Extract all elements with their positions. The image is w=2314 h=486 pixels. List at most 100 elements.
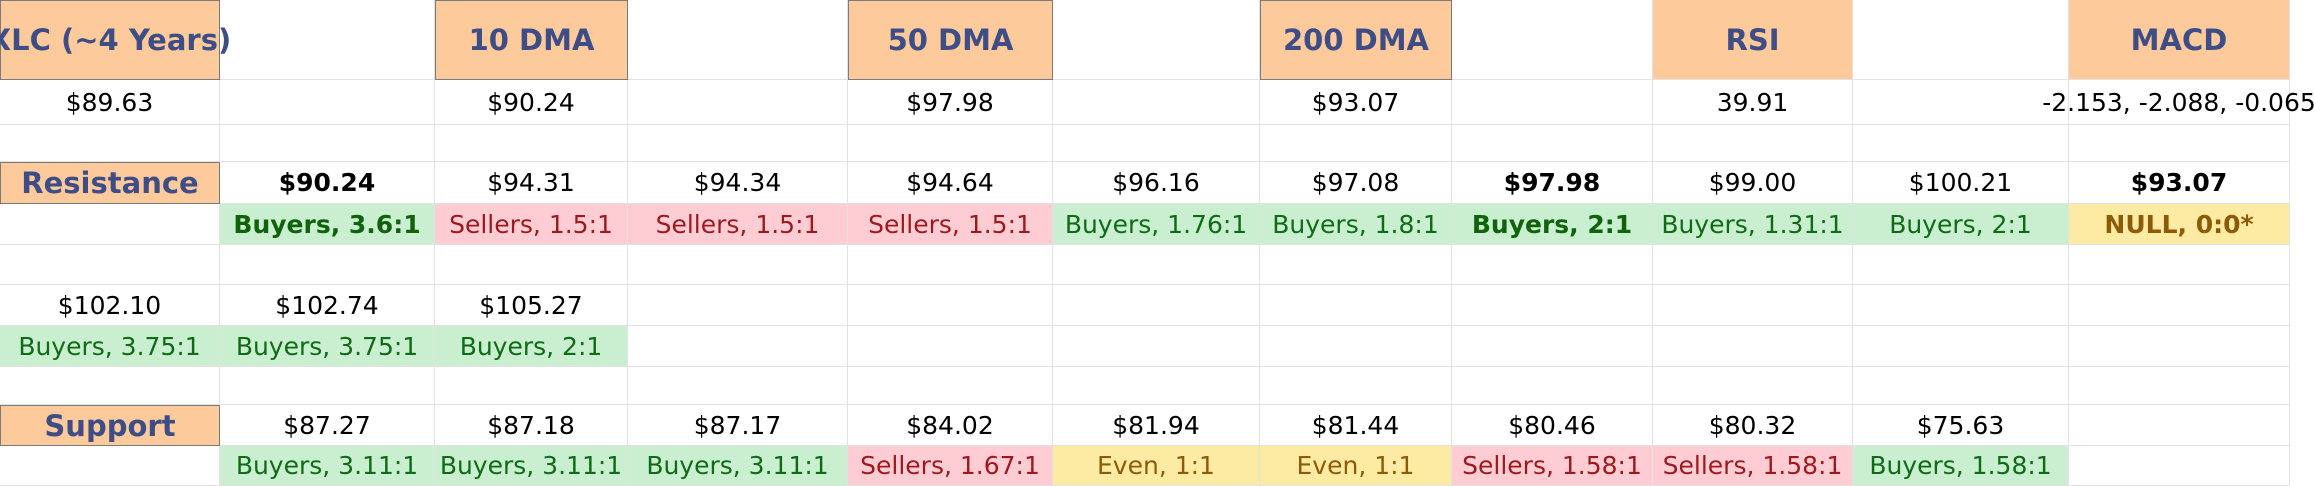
resistance-level[interactable]: $96.16 bbox=[1053, 162, 1260, 204]
empty-cell[interactable] bbox=[1653, 245, 1853, 285]
header-50-dma[interactable]: 50 DMA bbox=[848, 0, 1053, 80]
empty-cell[interactable] bbox=[220, 80, 435, 125]
header-200-dma[interactable]: 200 DMA bbox=[1260, 0, 1452, 80]
empty-cell[interactable] bbox=[1053, 326, 1260, 367]
resistance-ratio[interactable]: Sellers, 1.5:1 bbox=[848, 204, 1053, 245]
resistance-level[interactable]: $94.64 bbox=[848, 162, 1053, 204]
resistance-ratio[interactable]: NULL, 0:0* bbox=[2069, 204, 2290, 245]
empty-cell[interactable] bbox=[2069, 405, 2290, 446]
support-ratio[interactable]: Buyers, 3.11:1 bbox=[220, 446, 435, 486]
resistance-ratio[interactable]: Buyers, 2:1 bbox=[435, 326, 628, 367]
empty-cell[interactable] bbox=[435, 367, 628, 405]
empty-cell[interactable] bbox=[2069, 125, 2290, 162]
empty-cell[interactable] bbox=[1452, 367, 1653, 405]
empty-cell[interactable] bbox=[1260, 285, 1452, 326]
empty-cell[interactable] bbox=[1653, 285, 1853, 326]
empty-cell[interactable] bbox=[1452, 326, 1653, 367]
support-level[interactable]: $87.17 bbox=[628, 405, 848, 446]
empty-cell[interactable] bbox=[848, 125, 1053, 162]
value-50-dma[interactable]: $97.98 bbox=[848, 80, 1053, 125]
support-ratio[interactable]: Sellers, 1.67:1 bbox=[848, 446, 1053, 486]
empty-cell[interactable] bbox=[1260, 125, 1452, 162]
empty-cell[interactable] bbox=[1452, 80, 1653, 125]
empty-cell[interactable] bbox=[1653, 367, 1853, 405]
resistance-ratio[interactable]: Buyers, 3.75:1 bbox=[220, 326, 435, 367]
empty-cell[interactable] bbox=[1853, 245, 2069, 285]
header-10-dma[interactable]: 10 DMA bbox=[435, 0, 628, 80]
resistance-level[interactable]: $97.08 bbox=[1260, 162, 1452, 204]
empty-cell[interactable] bbox=[2069, 446, 2290, 486]
empty-cell[interactable] bbox=[848, 326, 1053, 367]
support-ratio[interactable]: Sellers, 1.58:1 bbox=[1653, 446, 1853, 486]
resistance-level[interactable]: $94.31 bbox=[435, 162, 628, 204]
resistance-ratio[interactable]: Buyers, 3.6:1 bbox=[220, 204, 435, 245]
empty-cell[interactable] bbox=[1260, 245, 1452, 285]
empty-cell[interactable] bbox=[628, 285, 848, 326]
support-level[interactable]: $81.94 bbox=[1053, 405, 1260, 446]
empty-cell[interactable] bbox=[220, 125, 435, 162]
empty-cell[interactable] bbox=[2069, 326, 2290, 367]
empty-cell[interactable] bbox=[848, 285, 1053, 326]
value-rsi[interactable]: 39.91 bbox=[1653, 80, 1853, 125]
empty-cell[interactable] bbox=[1853, 0, 2069, 80]
support-level[interactable]: $87.27 bbox=[220, 405, 435, 446]
empty-cell[interactable] bbox=[1053, 285, 1260, 326]
empty-cell[interactable] bbox=[848, 367, 1053, 405]
header-ticker[interactable]: XLC (~4 Years) bbox=[0, 0, 231, 80]
resistance-level[interactable]: $105.27 bbox=[435, 285, 628, 326]
resistance-level[interactable]: $102.10 bbox=[0, 285, 220, 326]
empty-cell[interactable] bbox=[435, 125, 628, 162]
empty-cell[interactable] bbox=[628, 367, 848, 405]
resistance-level[interactable]: $97.98 bbox=[1452, 162, 1653, 204]
value-macd[interactable]: -2.153, -2.088, -0.065 bbox=[2042, 80, 2314, 125]
empty-cell[interactable] bbox=[628, 326, 848, 367]
value-price[interactable]: $89.63 bbox=[0, 80, 220, 125]
support-level[interactable]: $87.18 bbox=[435, 405, 628, 446]
empty-cell[interactable] bbox=[1853, 326, 2069, 367]
empty-cell[interactable] bbox=[0, 446, 220, 486]
empty-cell[interactable] bbox=[220, 0, 435, 80]
empty-cell[interactable] bbox=[628, 125, 848, 162]
resistance-level[interactable]: $94.34 bbox=[628, 162, 848, 204]
empty-cell[interactable] bbox=[0, 125, 220, 162]
resistance-ratio[interactable]: Buyers, 1.31:1 bbox=[1653, 204, 1853, 245]
empty-cell[interactable] bbox=[628, 245, 848, 285]
empty-cell[interactable] bbox=[2069, 367, 2290, 405]
resistance-label[interactable]: Resistance bbox=[0, 162, 220, 204]
resistance-level[interactable]: $100.21 bbox=[1853, 162, 2069, 204]
resistance-ratio[interactable]: Buyers, 2:1 bbox=[1452, 204, 1653, 245]
support-level[interactable]: $75.63 bbox=[1853, 405, 2069, 446]
empty-cell[interactable] bbox=[0, 204, 220, 245]
empty-cell[interactable] bbox=[1653, 326, 1853, 367]
empty-cell[interactable] bbox=[220, 367, 435, 405]
empty-cell[interactable] bbox=[1260, 367, 1452, 405]
empty-cell[interactable] bbox=[1053, 245, 1260, 285]
support-ratio[interactable]: Buyers, 3.11:1 bbox=[435, 446, 628, 486]
resistance-level[interactable]: $102.74 bbox=[220, 285, 435, 326]
empty-cell[interactable] bbox=[2069, 245, 2290, 285]
resistance-ratio[interactable]: Buyers, 1.8:1 bbox=[1260, 204, 1452, 245]
support-level[interactable]: $84.02 bbox=[848, 405, 1053, 446]
empty-cell[interactable] bbox=[1053, 0, 1260, 80]
value-200-dma[interactable]: $93.07 bbox=[1260, 80, 1452, 125]
resistance-ratio[interactable]: Sellers, 1.5:1 bbox=[435, 204, 628, 245]
header-macd[interactable]: MACD bbox=[2069, 0, 2290, 80]
empty-cell[interactable] bbox=[1853, 285, 2069, 326]
resistance-level[interactable]: $93.07 bbox=[2069, 162, 2290, 204]
empty-cell[interactable] bbox=[1053, 125, 1260, 162]
empty-cell[interactable] bbox=[0, 245, 220, 285]
empty-cell[interactable] bbox=[220, 245, 435, 285]
resistance-ratio[interactable]: Sellers, 1.5:1 bbox=[628, 204, 848, 245]
support-ratio[interactable]: Sellers, 1.58:1 bbox=[1452, 446, 1653, 486]
empty-cell[interactable] bbox=[1853, 125, 2069, 162]
empty-cell[interactable] bbox=[1452, 285, 1653, 326]
empty-cell[interactable] bbox=[628, 0, 848, 80]
resistance-level[interactable]: $99.00 bbox=[1653, 162, 1853, 204]
support-level[interactable]: $81.44 bbox=[1260, 405, 1452, 446]
support-ratio[interactable]: Buyers, 1.58:1 bbox=[1853, 446, 2069, 486]
empty-cell[interactable] bbox=[1452, 125, 1653, 162]
resistance-ratio[interactable]: Buyers, 2:1 bbox=[1853, 204, 2069, 245]
empty-cell[interactable] bbox=[1053, 80, 1260, 125]
support-level[interactable]: $80.46 bbox=[1452, 405, 1653, 446]
header-rsi[interactable]: RSI bbox=[1653, 0, 1853, 80]
